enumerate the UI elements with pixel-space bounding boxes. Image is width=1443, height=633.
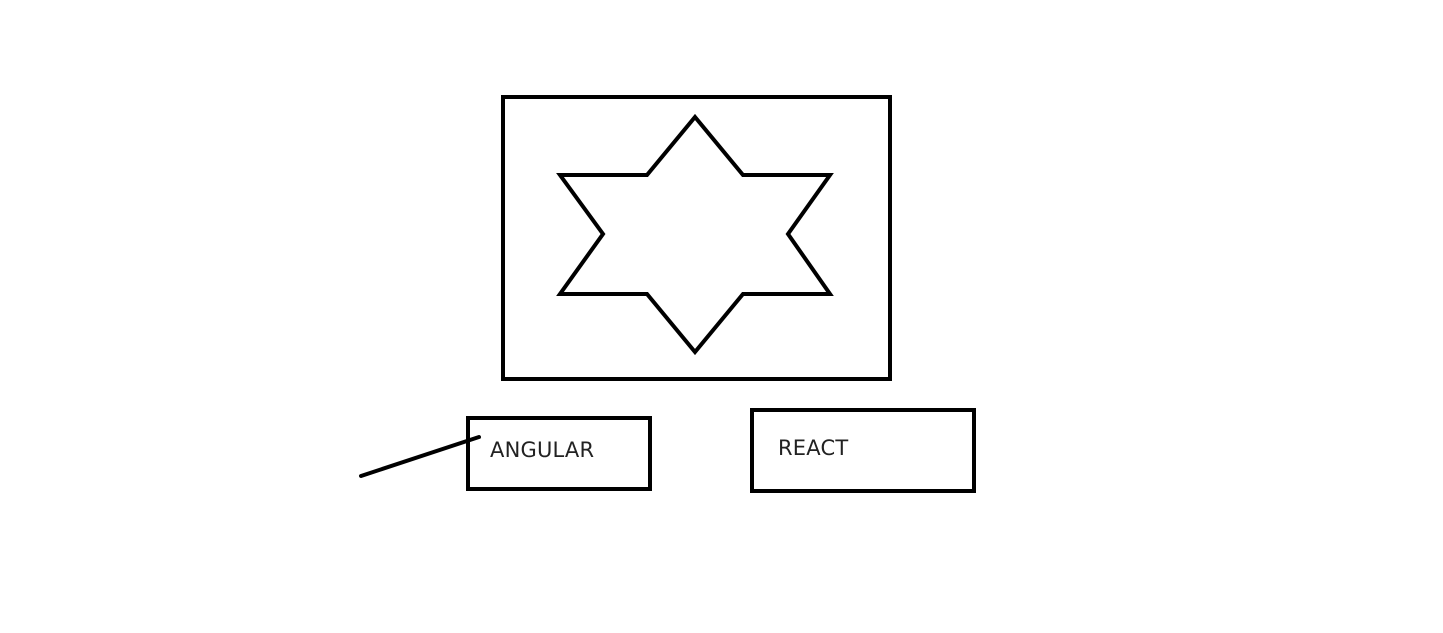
pointer-line	[359, 435, 481, 478]
image-frame	[501, 95, 892, 381]
angular-button[interactable]: ANGULAR	[466, 416, 652, 491]
react-button[interactable]: REACT	[750, 408, 976, 493]
react-label: REACT	[778, 436, 849, 460]
angular-label: ANGULAR	[490, 438, 595, 462]
six-pointed-star-icon	[556, 113, 834, 356]
